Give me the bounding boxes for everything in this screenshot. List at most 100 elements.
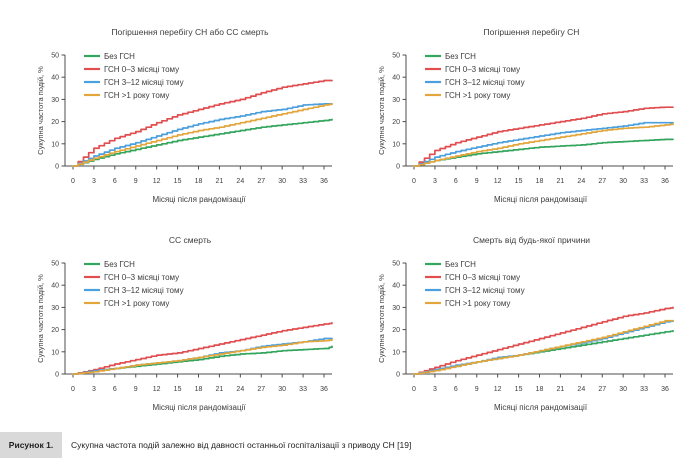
svg-text:30: 30: [392, 305, 400, 312]
svg-text:15: 15: [174, 386, 182, 393]
svg-text:ГСН >1 року тому: ГСН >1 року тому: [104, 299, 169, 308]
svg-text:24: 24: [577, 386, 585, 393]
x-axis-label: Місяці після рандомізації: [493, 403, 588, 412]
x-axis-label: Місяці після рандомізації: [152, 403, 246, 412]
charts-grid: Погіршення перебігу СН або СС смерть 0 10…: [0, 0, 683, 432]
svg-text:9: 9: [134, 178, 138, 185]
svg-text:27: 27: [257, 178, 265, 185]
svg-text:27: 27: [598, 386, 606, 393]
svg-text:21: 21: [216, 386, 224, 393]
svg-text:30: 30: [278, 178, 286, 185]
svg-text:40: 40: [51, 75, 59, 82]
svg-text:9: 9: [134, 386, 138, 393]
svg-text:50: 50: [51, 53, 59, 60]
svg-text:33: 33: [640, 386, 648, 393]
panel-worsening-hf: Погіршення перебігу СН 0 10 20 30 40 50 0 3 6 9 12…: [341, 0, 683, 230]
panel-all-cause-death: Смерть від будь-якої причини 0 10 20 30 40 50…: [341, 230, 683, 432]
svg-text:20: 20: [51, 327, 59, 334]
svg-text:30: 30: [278, 386, 286, 393]
svg-text:0: 0: [396, 164, 400, 171]
svg-text:27: 27: [598, 178, 606, 185]
svg-text:36: 36: [320, 386, 328, 393]
svg-text:ГСН >1 року тому: ГСН >1 року тому: [445, 91, 510, 100]
svg-text:24: 24: [236, 178, 244, 185]
svg-text:10: 10: [392, 349, 400, 356]
svg-text:15: 15: [174, 178, 182, 185]
svg-text:Сукупна частота подій, %: Сукупна частота подій, %: [377, 274, 386, 363]
svg-text:9: 9: [475, 386, 479, 393]
svg-text:ГСН >1 року тому: ГСН >1 року тому: [445, 299, 510, 308]
svg-text:ГСН 3–12 місяці тому: ГСН 3–12 місяці тому: [445, 286, 525, 295]
svg-text:Сукупна частота подій, %: Сукупна частота подій, %: [36, 274, 45, 363]
svg-text:12: 12: [494, 178, 502, 185]
svg-text:50: 50: [51, 261, 59, 268]
x-axis-label: Місяці після рандомізації: [152, 195, 246, 204]
chart-title: Смерть від будь-якої причини: [472, 235, 591, 245]
svg-text:ГСН 0–3 місяці тому: ГСН 0–3 місяці тому: [445, 273, 520, 282]
svg-text:6: 6: [113, 386, 117, 393]
svg-text:30: 30: [51, 305, 59, 312]
chart-title: Погіршення перебігу СН: [483, 27, 580, 37]
svg-text:6: 6: [454, 386, 458, 393]
svg-text:Без ГСН: Без ГСН: [104, 52, 135, 61]
chart-title: СС смерть: [168, 235, 212, 245]
svg-text:24: 24: [236, 386, 244, 393]
svg-text:15: 15: [515, 178, 523, 185]
svg-text:10: 10: [51, 349, 59, 356]
svg-text:ГСН 0–3 місяці тому: ГСН 0–3 місяці тому: [104, 273, 179, 282]
figure-caption: Рисунок 1. Сукупна частота подій залежно…: [0, 432, 683, 458]
svg-text:0: 0: [71, 386, 75, 393]
svg-text:40: 40: [392, 283, 400, 290]
svg-text:30: 30: [51, 97, 59, 104]
svg-text:21: 21: [557, 178, 565, 185]
svg-text:3: 3: [92, 386, 96, 393]
svg-text:33: 33: [299, 178, 307, 185]
svg-text:20: 20: [392, 327, 400, 334]
svg-text:ГСН 0–3 місяці тому: ГСН 0–3 місяці тому: [445, 65, 520, 74]
svg-text:12: 12: [153, 178, 161, 185]
svg-text:0: 0: [412, 386, 416, 393]
svg-text:ГСН 3–12 місяці тому: ГСН 3–12 місяці тому: [445, 78, 525, 87]
svg-text:6: 6: [113, 178, 117, 185]
svg-text:9: 9: [475, 178, 479, 185]
svg-text:30: 30: [619, 386, 627, 393]
svg-text:3: 3: [433, 386, 437, 393]
panel-worsening-hf-or-cv-death: Погіршення перебігу СН або СС смерть 0 10…: [0, 0, 341, 230]
svg-text:ГСН >1 року тому: ГСН >1 року тому: [104, 91, 169, 100]
svg-text:30: 30: [392, 97, 400, 104]
svg-text:3: 3: [92, 178, 96, 185]
svg-text:10: 10: [392, 141, 400, 148]
x-axis-label: Місяці після рандомізації: [493, 195, 588, 204]
svg-text:18: 18: [195, 178, 203, 185]
svg-text:3: 3: [433, 178, 437, 185]
svg-text:21: 21: [216, 178, 224, 185]
svg-text:33: 33: [640, 178, 648, 185]
svg-text:ГСН 0–3 місяці тому: ГСН 0–3 місяці тому: [104, 65, 179, 74]
svg-text:33: 33: [299, 386, 307, 393]
svg-text:18: 18: [195, 386, 203, 393]
svg-text:40: 40: [51, 283, 59, 290]
svg-text:Без ГСН: Без ГСН: [445, 260, 476, 269]
svg-text:27: 27: [257, 386, 265, 393]
svg-text:10: 10: [51, 141, 59, 148]
svg-text:21: 21: [557, 386, 565, 393]
svg-text:ГСН 3–12 місяці тому: ГСН 3–12 місяці тому: [104, 286, 184, 295]
figure-caption-text: Сукупна частота подій залежно від давнос…: [71, 440, 412, 450]
svg-text:24: 24: [577, 178, 585, 185]
svg-text:Без ГСН: Без ГСН: [445, 52, 476, 61]
svg-text:18: 18: [536, 386, 544, 393]
svg-text:0: 0: [412, 178, 416, 185]
svg-text:Сукупна частота подій, %: Сукупна частота подій, %: [377, 66, 386, 155]
panel-cv-death: СС смерть 0 10 20 30 40 50 0 3 6 9 12 15 18 21 24 27 30 3…: [0, 230, 341, 432]
svg-text:20: 20: [392, 119, 400, 126]
svg-text:0: 0: [55, 372, 59, 379]
svg-text:36: 36: [661, 386, 669, 393]
svg-text:ГСН 3–12 місяці тому: ГСН 3–12 місяці тому: [104, 78, 184, 87]
svg-text:50: 50: [392, 53, 400, 60]
svg-text:36: 36: [320, 178, 328, 185]
